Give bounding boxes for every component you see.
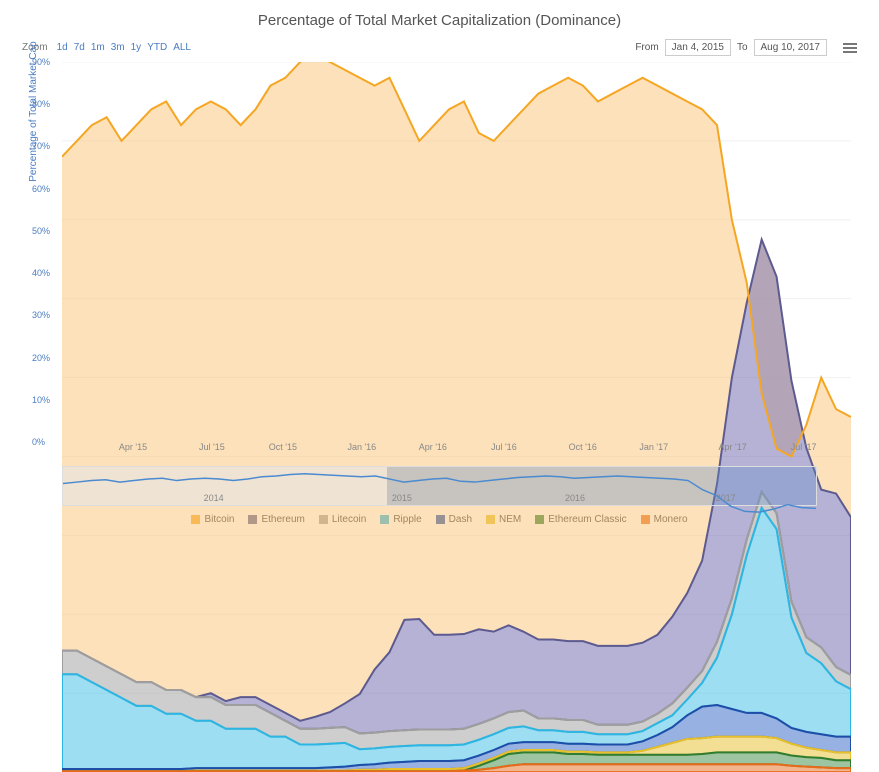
to-date-input[interactable]: Aug 10, 2017 bbox=[754, 39, 828, 56]
hamburger-menu-icon[interactable] bbox=[843, 43, 857, 53]
navigator[interactable]: 2014 2015 2016 2017 bbox=[62, 466, 817, 506]
chart-svg bbox=[62, 62, 851, 772]
date-range: From Jan 4, 2015 To Aug 10, 2017 bbox=[635, 39, 857, 56]
plot-area: Percentage of Total Market Cap 0%10%20%3… bbox=[62, 62, 851, 442]
navigator-tick: 2014 bbox=[204, 493, 224, 503]
ytick: 60% bbox=[32, 184, 50, 194]
xtick: Jul '15 bbox=[199, 442, 225, 452]
zoom-button-7d[interactable]: 7d bbox=[71, 41, 88, 54]
xtick: Jan '17 bbox=[639, 442, 668, 452]
ytick: 80% bbox=[32, 99, 50, 109]
xtick: Jul '16 bbox=[491, 442, 517, 452]
zoom-button-3m[interactable]: 3m bbox=[108, 41, 128, 54]
xtick: Oct '16 bbox=[569, 442, 597, 452]
from-date-input[interactable]: Jan 4, 2015 bbox=[665, 39, 731, 56]
controls-row: Zoom 1d7d1m3m1yYTDALL From Jan 4, 2015 T… bbox=[22, 39, 857, 56]
ytick: 70% bbox=[32, 141, 50, 151]
to-label: To bbox=[737, 42, 748, 53]
chart-container: { "chart": { "type": "stacked-area-line"… bbox=[0, 0, 879, 568]
zoom-button-1d[interactable]: 1d bbox=[54, 41, 71, 54]
xtick: Apr '16 bbox=[419, 442, 447, 452]
xtick: Jan '16 bbox=[347, 442, 376, 452]
chart-title: Percentage of Total Market Capitalizatio… bbox=[22, 12, 857, 29]
ytick: 50% bbox=[32, 226, 50, 236]
ytick: 20% bbox=[32, 353, 50, 363]
xtick: Apr '17 bbox=[719, 442, 747, 452]
xtick: Jul '17 bbox=[791, 442, 817, 452]
zoom-button-all[interactable]: ALL bbox=[170, 41, 194, 54]
xtick: Oct '15 bbox=[269, 442, 297, 452]
zoom-button-1y[interactable]: 1y bbox=[128, 41, 145, 54]
zoom-button-ytd[interactable]: YTD bbox=[144, 41, 170, 54]
ytick: 10% bbox=[32, 395, 50, 405]
ytick: 0% bbox=[32, 437, 45, 447]
navigator-tick: 2015 bbox=[392, 493, 412, 503]
zoom-button-1m[interactable]: 1m bbox=[88, 41, 108, 54]
navigator-tick: 2017 bbox=[716, 493, 736, 503]
ytick: 30% bbox=[32, 310, 50, 320]
ytick: 90% bbox=[32, 57, 50, 67]
xtick: Apr '15 bbox=[119, 442, 147, 452]
from-label: From bbox=[635, 42, 658, 53]
xaxis: Apr '15 Jul '15 Oct '15 Jan '16 Apr '16 Jul '… bbox=[62, 442, 851, 456]
zoom-controls: Zoom 1d7d1m3m1yYTDALL bbox=[22, 42, 194, 53]
navigator-tick: 2016 bbox=[565, 493, 585, 503]
navigator-svg bbox=[63, 467, 816, 542]
ytick: 40% bbox=[32, 268, 50, 278]
